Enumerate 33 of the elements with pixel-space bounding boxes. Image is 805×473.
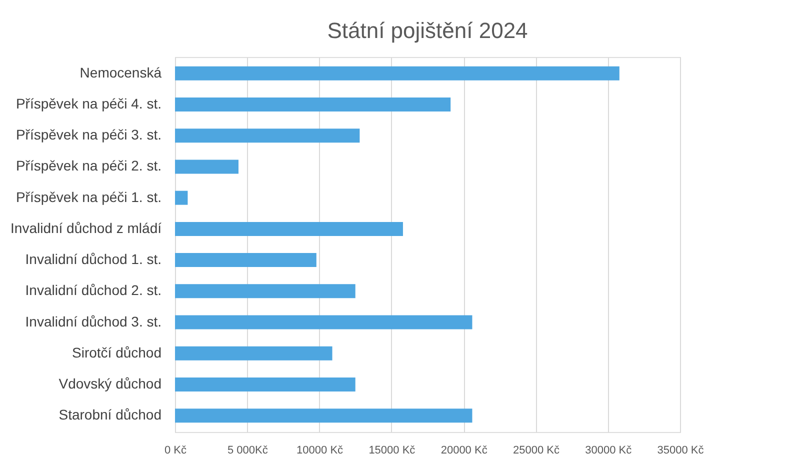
x-tick-label: 5 000Kč bbox=[227, 444, 268, 456]
y-tick-label: Příspěvek na péči 3. st. bbox=[16, 126, 162, 143]
y-tick-label: Nemocenská bbox=[80, 64, 162, 80]
x-tick-label: 15000 Kč bbox=[368, 444, 416, 456]
bar bbox=[175, 66, 620, 80]
y-tick-label: Vdovský důchod bbox=[58, 376, 162, 392]
chart-title: Státní pojištění 2024 bbox=[327, 18, 528, 43]
x-tick-label: 10000 Kč bbox=[296, 444, 344, 456]
y-tick-label: Invalidní důchod 3. st. bbox=[25, 313, 162, 330]
x-tick-label: 25000 Kč bbox=[512, 444, 560, 456]
y-tick-label: Příspěvek na péči 1. st. bbox=[16, 188, 162, 205]
y-tick-label: Starobní důchod bbox=[58, 406, 162, 423]
y-tick-label: Invalidní důchod z mládí bbox=[10, 220, 162, 236]
y-tick-label: Příspěvek na péči 2. st. bbox=[16, 158, 162, 174]
bar bbox=[175, 346, 332, 360]
x-tick-label: 0 Kč bbox=[164, 444, 188, 456]
x-tick-label: 35000 Kč bbox=[657, 444, 704, 456]
bar bbox=[175, 253, 316, 268]
bar bbox=[175, 315, 472, 330]
bar bbox=[175, 128, 360, 143]
x-tick-label: 30000 Kč bbox=[585, 444, 632, 456]
bar bbox=[175, 190, 188, 205]
y-tick-label: Sirotčí důchod bbox=[72, 344, 162, 360]
y-tick-label: Invalidní důchod 1. st. bbox=[25, 251, 162, 268]
bar bbox=[175, 408, 472, 423]
bar bbox=[175, 284, 356, 298]
y-tick-label: Invalidní důchod 2. st. bbox=[25, 282, 162, 298]
bar bbox=[175, 160, 238, 174]
bar bbox=[175, 378, 356, 392]
y-tick-label: Příspěvek na péči 4. st. bbox=[16, 95, 162, 112]
bar bbox=[175, 222, 403, 236]
bar bbox=[175, 97, 451, 112]
x-tick-label: 20000 Kč bbox=[440, 444, 488, 456]
